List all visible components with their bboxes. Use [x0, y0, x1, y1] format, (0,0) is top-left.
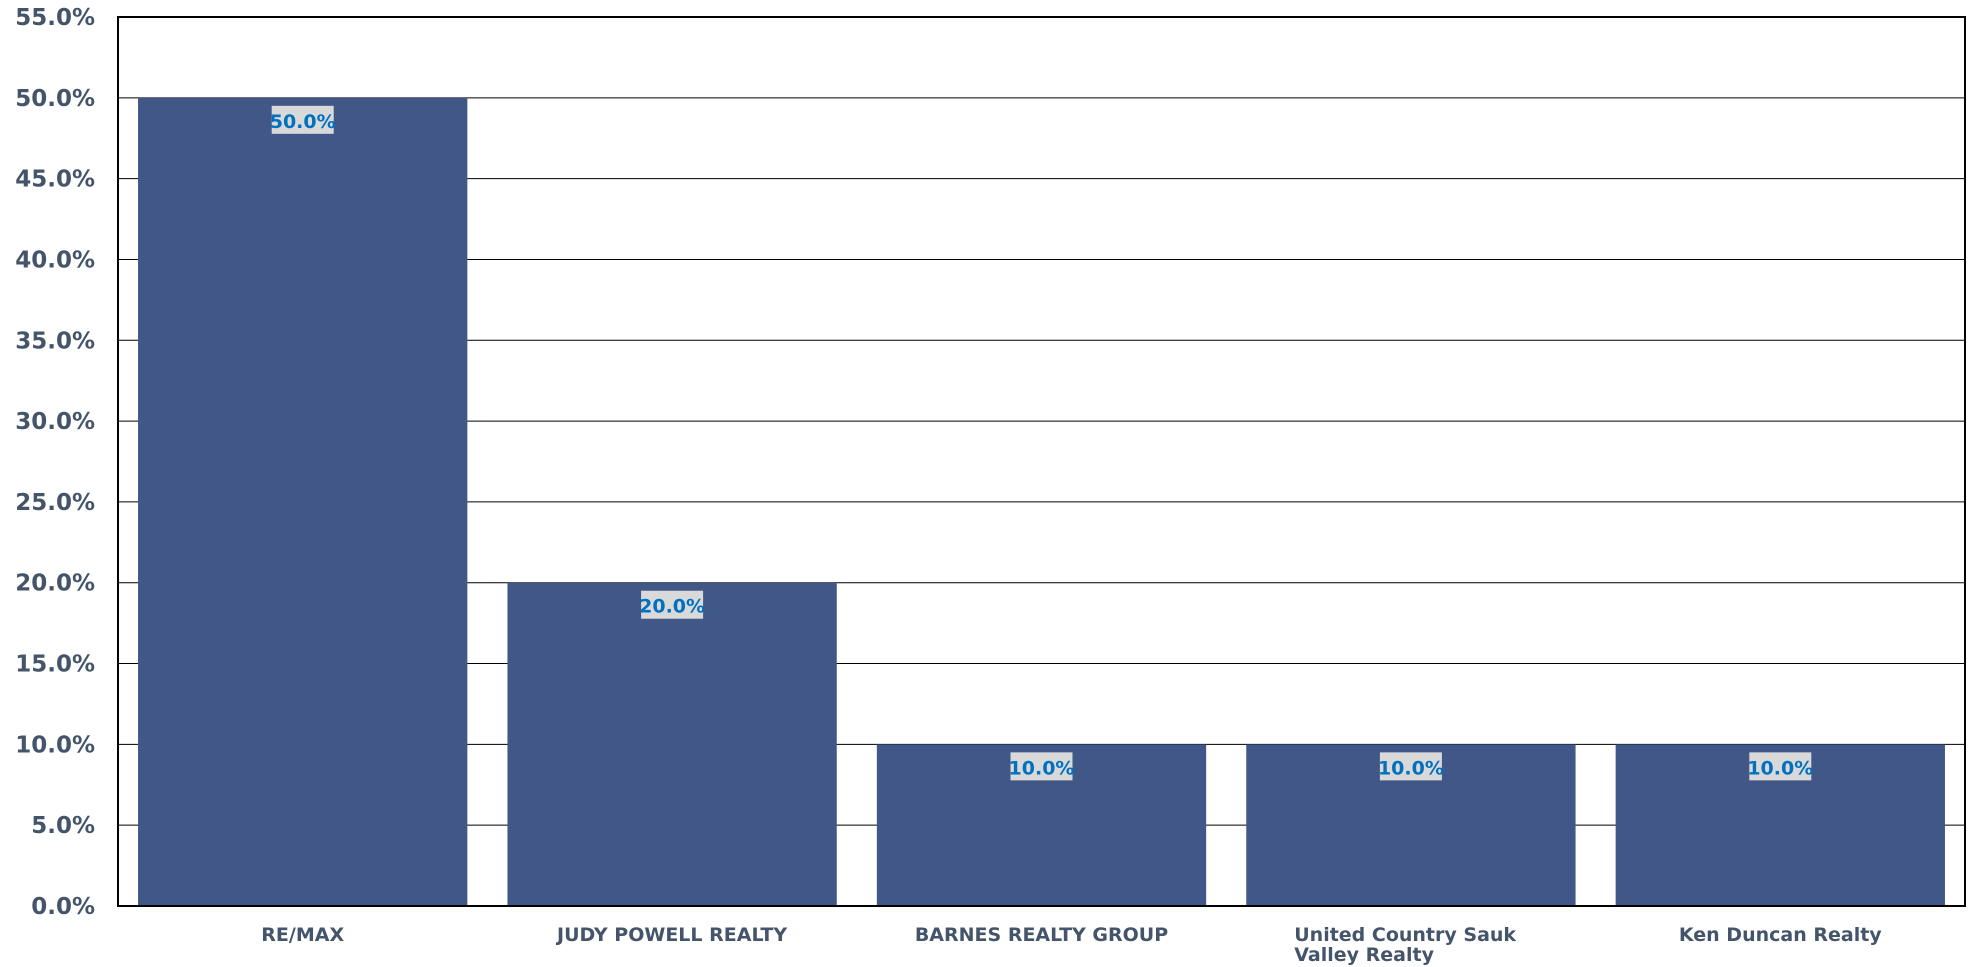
x-tick-label: BARNES REALTY GROUP — [915, 924, 1168, 946]
data-label-background — [1010, 752, 1073, 781]
y-tick-label: 40.0% — [15, 247, 95, 273]
y-tick-label: 50.0% — [15, 86, 95, 112]
x-tick-label-line: Ken Duncan Realty — [1679, 924, 1882, 946]
data-label: 10.0% — [1009, 752, 1075, 781]
data-label-text: 20.0% — [639, 596, 705, 618]
data-label: 10.0% — [1378, 752, 1444, 781]
data-label-text: 10.0% — [1378, 757, 1444, 779]
bars — [138, 97, 1945, 907]
data-label-text: 10.0% — [1747, 757, 1813, 779]
x-tick-label-line: Valley Realty — [1294, 944, 1434, 966]
y-tick-label: 15.0% — [15, 652, 95, 678]
data-label-background — [271, 105, 334, 134]
y-tick-label: 45.0% — [15, 167, 95, 193]
x-axis-tick-labels: RE/MAX JUDY POWELL REALTY BARNES REALTY GR… — [261, 924, 1882, 966]
y-tick-label: 20.0% — [15, 571, 95, 597]
data-label: 20.0% — [639, 590, 705, 619]
data-label-text: 10.0% — [1009, 757, 1075, 779]
x-tick-label-line: United Country Sauk — [1294, 924, 1516, 946]
bar — [138, 97, 468, 907]
y-tick-label: 0.0% — [31, 894, 95, 920]
x-tick-label-line: JUDY POWELL REALTY — [555, 924, 787, 946]
x-tick-label: Ken Duncan Realty — [1679, 924, 1882, 946]
y-axis-tick-labels: 0.0% 5.0% 10.0% 15.0% 20.0% 25.0% 30.0% 35.0% 40… — [15, 5, 95, 920]
y-tick-label: 30.0% — [15, 409, 95, 435]
x-tick-label: JUDY POWELL REALTY — [555, 924, 787, 946]
y-tick-label: 55.0% — [15, 5, 95, 31]
y-tick-label: 35.0% — [15, 328, 95, 354]
data-label-background — [641, 590, 704, 619]
data-labels: 50.0% 20.0% 10.0% 10.0% 10.0% — [270, 105, 1813, 781]
y-tick-label: 25.0% — [15, 490, 95, 516]
x-tick-label-line: RE/MAX — [261, 924, 344, 946]
data-label: 10.0% — [1747, 752, 1813, 781]
data-label-background — [1379, 752, 1442, 781]
data-label: 50.0% — [270, 105, 336, 134]
data-label-background — [1749, 752, 1812, 781]
x-tick-label-line: BARNES REALTY GROUP — [915, 924, 1168, 946]
y-tick-label: 10.0% — [15, 732, 95, 758]
data-label-text: 50.0% — [270, 111, 336, 133]
bar — [507, 582, 837, 906]
plot-area-frame — [117, 16, 1966, 907]
y-tick-label: 5.0% — [31, 813, 95, 839]
x-tick-label: United Country Sauk Valley Realty — [1294, 924, 1516, 966]
x-tick-label: RE/MAX — [261, 924, 344, 946]
